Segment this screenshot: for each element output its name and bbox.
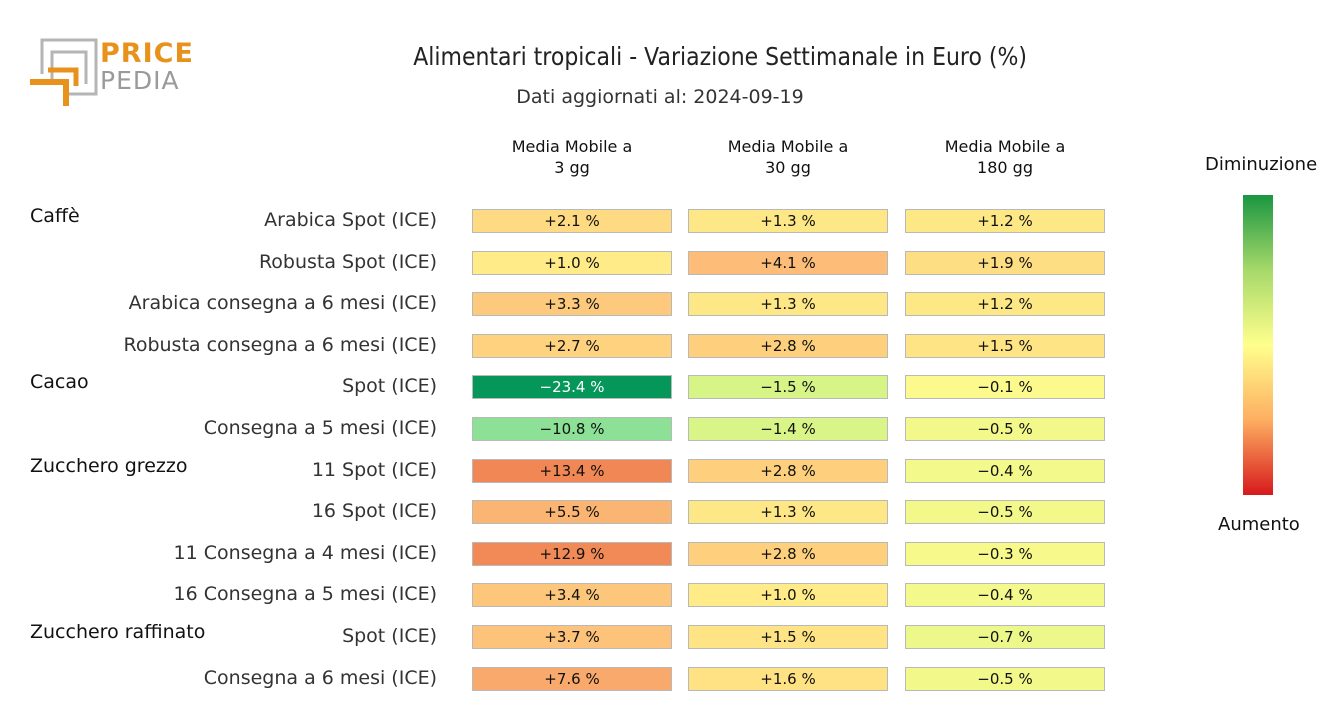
group-label: Caffè: [30, 205, 80, 227]
heatmap-cell: +1.3 %: [688, 209, 888, 233]
heatmap-cell: +12.9 %: [472, 541, 672, 566]
logo-text-pedia: PEDIA: [100, 66, 180, 95]
legend-bottom-label: Aumento: [1218, 514, 1300, 535]
row-label: 11 Consegna a 4 mesi (ICE): [173, 541, 437, 564]
heatmap-cell: +1.0 %: [472, 250, 672, 275]
heatmap-cell: +2.8 %: [688, 541, 888, 566]
group-label: Cacao: [30, 371, 89, 394]
heatmap-cell: −23.4 %: [472, 375, 672, 400]
row-label: Arabica consegna a 6 mesi (ICE): [128, 292, 437, 315]
heatmap-cell: −0.4 %: [905, 583, 1105, 608]
heatmap-cell: +1.3 %: [688, 292, 888, 317]
heatmap-cell: +5.5 %: [472, 500, 672, 525]
heatmap-cell: +1.3 %: [688, 500, 888, 525]
heatmap-cell: −10.8 %: [472, 417, 672, 441]
heatmap-cell: +13.4 %: [472, 458, 672, 483]
row-label: 16 Consegna a 5 mesi (ICE): [173, 583, 437, 606]
heatmap-cell: −1.4 %: [688, 417, 888, 441]
column-header: Media Mobile a 3 gg: [511, 137, 633, 177]
heatmap-cell: −0.1 %: [905, 375, 1105, 400]
heatmap-cell: −0.4 %: [905, 458, 1105, 483]
heatmap-cell: +1.2 %: [905, 209, 1105, 233]
logo-mark-icon: [30, 38, 98, 106]
row-label: Consegna a 6 mesi (ICE): [203, 666, 437, 689]
row-label: 11 Spot (ICE): [311, 458, 437, 481]
heatmap-cell: +2.8 %: [688, 458, 888, 483]
row-label: 16 Spot (ICE): [311, 500, 437, 523]
column-header: Media Mobile a 30 gg: [727, 137, 849, 177]
legend-top-label: Diminuzione: [1205, 154, 1318, 175]
group-label: Zucchero raffinato: [30, 621, 206, 643]
heatmap-cell: −0.7 %: [905, 625, 1105, 649]
heatmap-cell: +3.4 %: [472, 583, 672, 608]
color-scale-bar: [1243, 195, 1273, 495]
heatmap-cell: +3.3 %: [472, 292, 672, 317]
heatmap-cell: +1.5 %: [688, 625, 888, 649]
heatmap-cell: −0.5 %: [905, 666, 1105, 691]
heatmap-cell: +2.8 %: [688, 333, 888, 358]
heatmap-cell: +1.9 %: [905, 250, 1105, 275]
row-label: Spot (ICE): [342, 375, 437, 398]
heatmap-cell: −1.5 %: [688, 375, 888, 400]
row-label: Robusta consegna a 6 mesi (ICE): [123, 333, 437, 356]
pricepedia-logo: PRICE PEDIA: [28, 38, 193, 110]
heatmap-cell: +4.1 %: [688, 250, 888, 275]
heatmap-cell: +1.2 %: [905, 292, 1105, 317]
row-label: Robusta Spot (ICE): [258, 250, 437, 273]
group-label: Zucchero grezzo: [30, 454, 188, 477]
heatmap-cell: +2.1 %: [472, 209, 672, 233]
row-label: Consegna a 5 mesi (ICE): [203, 417, 437, 439]
logo-text-price: PRICE: [100, 38, 194, 69]
heatmap-cell: +1.0 %: [688, 583, 888, 608]
row-label: Spot (ICE): [342, 625, 437, 647]
chart-title: Alimentari tropicali - Variazione Settim…: [413, 42, 1028, 71]
heatmap-cell: −0.5 %: [905, 417, 1105, 441]
heatmap-cell: −0.3 %: [905, 541, 1105, 566]
chart-subtitle: Dati aggiornati al: 2024-09-19: [516, 86, 804, 108]
column-header: Media Mobile a 180 gg: [944, 137, 1066, 177]
heatmap-cell: +2.7 %: [472, 333, 672, 358]
heatmap-cell: +1.5 %: [905, 333, 1105, 358]
row-label: Arabica Spot (ICE): [264, 209, 437, 231]
heatmap-cell: −0.5 %: [905, 500, 1105, 525]
heatmap-cell: +3.7 %: [472, 625, 672, 649]
heatmap-cell: +7.6 %: [472, 666, 672, 691]
heatmap-cell: +1.6 %: [688, 666, 888, 691]
